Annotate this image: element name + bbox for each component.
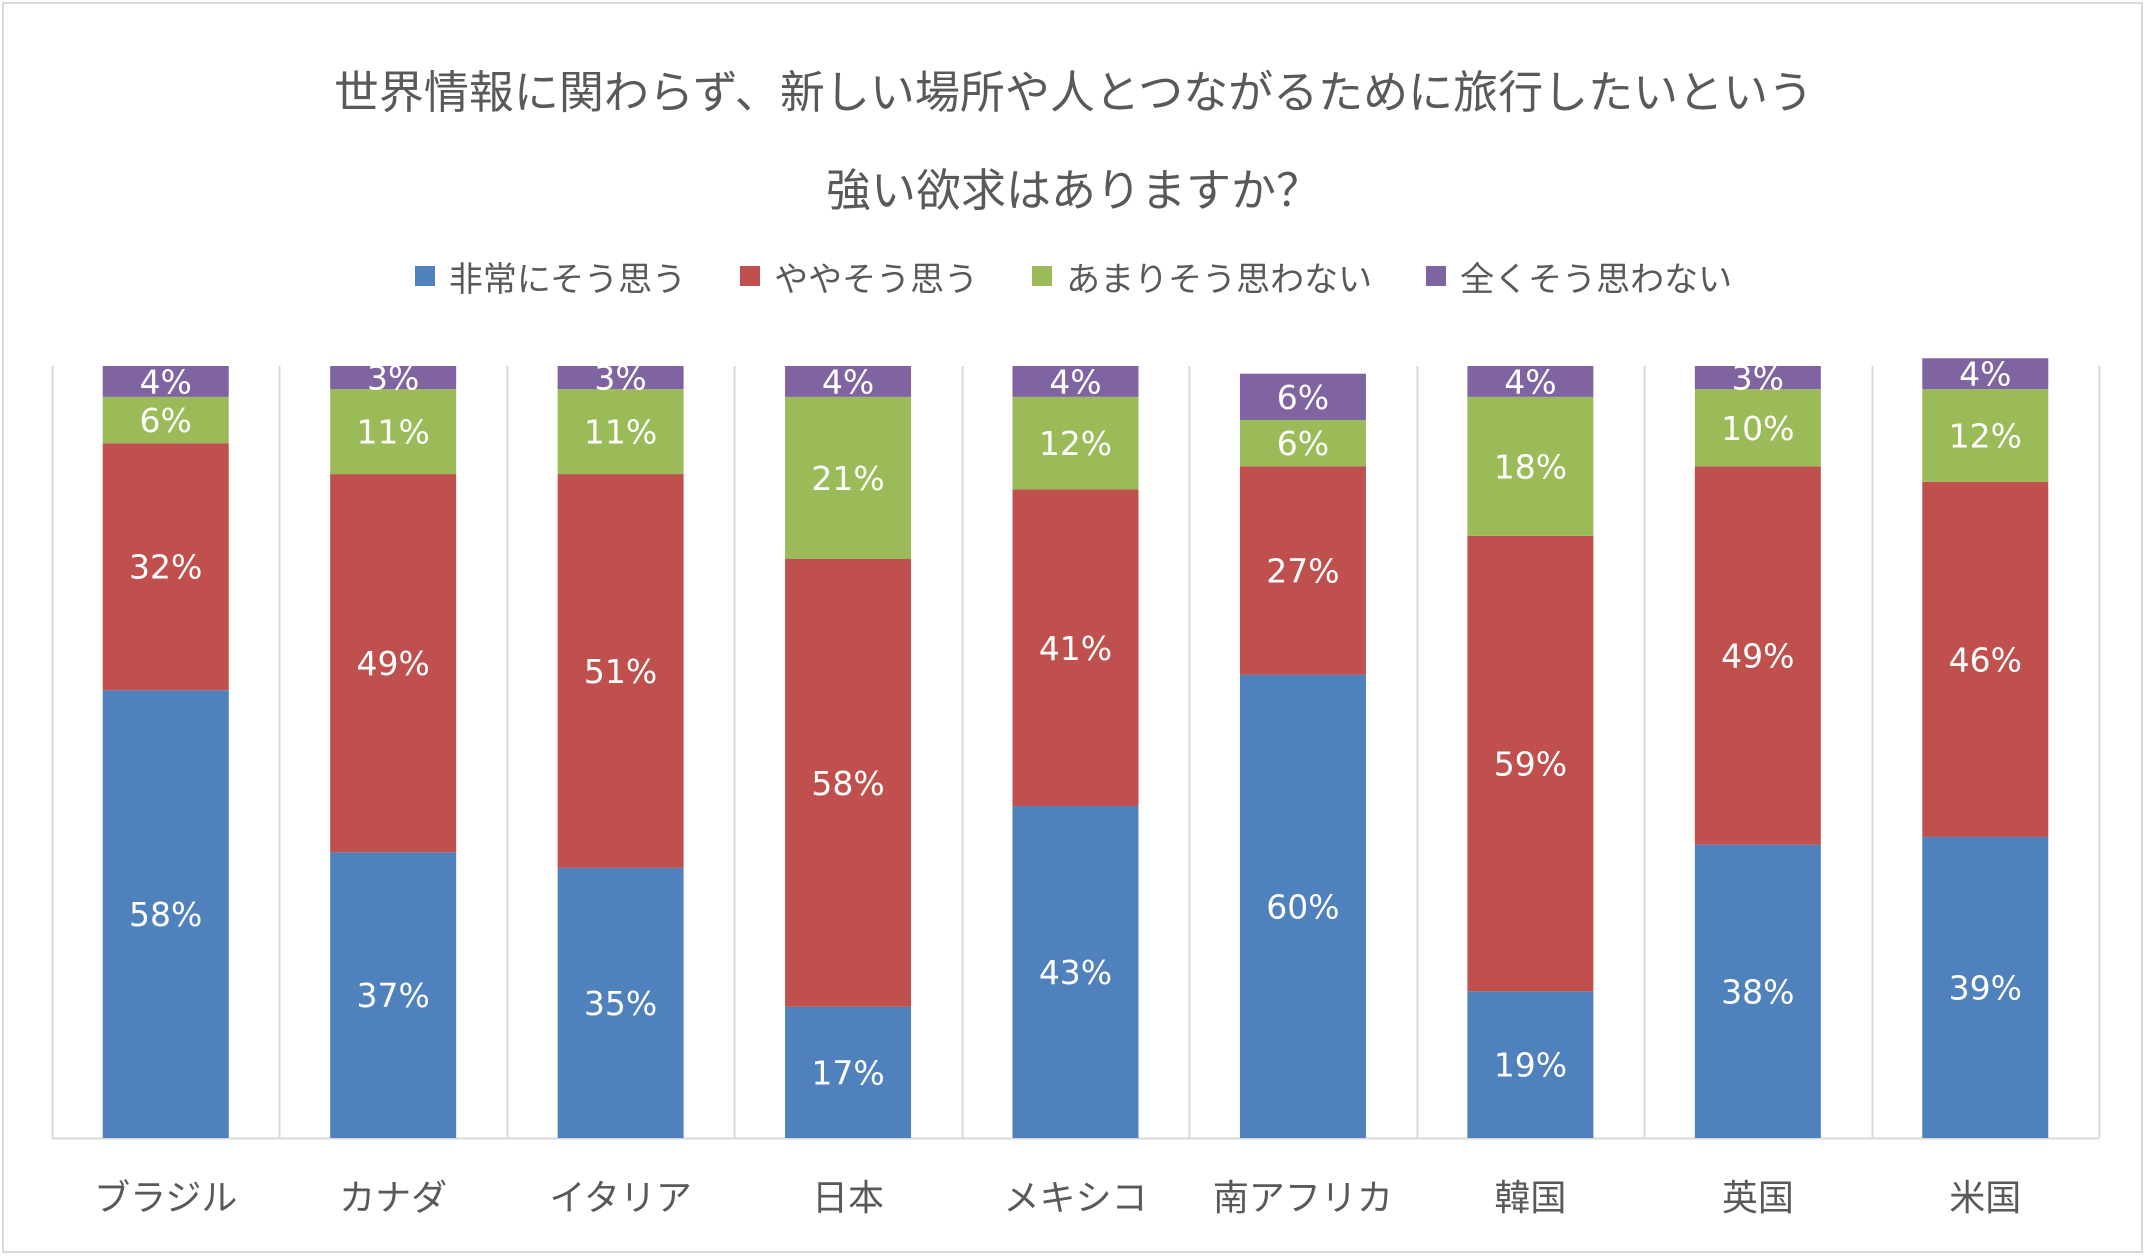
bar-segment: [557, 366, 684, 390]
legend-swatch-not-at-all: [1426, 266, 1447, 286]
data-label: 17%: [811, 1053, 884, 1092]
bar-segment: [1239, 674, 1366, 1138]
bar-segment: [1012, 806, 1139, 1138]
data-label: 38%: [1721, 972, 1794, 1011]
data-label: 46%: [1949, 640, 2022, 679]
bar-segment: [1467, 535, 1594, 992]
bar-segment: [1467, 366, 1594, 397]
data-label: 37%: [356, 976, 429, 1015]
data-label: 39%: [1949, 968, 2022, 1007]
data-label: 35%: [584, 984, 657, 1023]
data-label: 3%: [367, 359, 419, 398]
data-label: 43%: [1039, 953, 1112, 992]
data-label: 19%: [1494, 1046, 1567, 1085]
data-label: 41%: [1039, 629, 1112, 668]
data-label: 51%: [584, 652, 657, 691]
bar-segment: [1922, 389, 2049, 482]
bar-segment: [785, 366, 912, 397]
data-label: 27%: [1266, 552, 1339, 591]
bar-segment: [557, 867, 684, 1138]
data-label: 4%: [140, 362, 192, 401]
data-label: 4%: [1959, 355, 2011, 394]
bar-segment: [1012, 396, 1139, 490]
bar-segment: [1012, 366, 1139, 397]
bar-segment: [785, 396, 912, 559]
data-label: 32%: [129, 548, 202, 587]
legend-label-not-at-all: 全くそう思わない: [1460, 259, 1733, 300]
bar-segment: [557, 389, 684, 475]
legend-item-very-much: 非常にそう思う: [414, 252, 687, 301]
x-tick-label: イタリア: [549, 1178, 692, 1219]
bar-segment: [330, 389, 457, 475]
bar-segment: [330, 366, 457, 390]
data-label: 3%: [594, 359, 646, 398]
x-tick-label: 英国: [1722, 1178, 1794, 1219]
bar-segment: [1694, 366, 1821, 390]
x-tick-label: ブラジル: [94, 1178, 237, 1219]
bar-segment: [1467, 991, 1594, 1138]
data-label: 6%: [140, 401, 192, 440]
bar-segment: [1922, 836, 2049, 1138]
data-label: 4%: [1049, 362, 1101, 401]
x-tick-label: 南アフリカ: [1213, 1178, 1393, 1219]
data-label: 60%: [1266, 887, 1339, 926]
legend-label-very-much: 非常にそう思う: [448, 259, 687, 300]
legend-label-not-much: あまりそう思わない: [1066, 259, 1373, 300]
x-tick-label: カナダ: [339, 1178, 447, 1219]
x-tick-label: 日本: [812, 1178, 884, 1219]
bar-segment: [1694, 466, 1821, 845]
chart-title-line-1: 世界情報に関わらず、新しい場所や人とつながるために旅行したいという: [333, 66, 1814, 119]
data-label: 11%: [584, 413, 657, 452]
data-label: 12%: [1039, 424, 1112, 463]
data-label: 58%: [129, 895, 202, 934]
bar-segment: [1694, 389, 1821, 467]
bar-segment: [1922, 358, 2049, 390]
data-label: 4%: [1504, 362, 1556, 401]
bar-segment: [330, 474, 457, 853]
chart-title-line-2: 強い欲求はありますか？: [825, 164, 1321, 217]
bar-segment: [1467, 396, 1594, 536]
bar-segment: [1694, 844, 1821, 1138]
bar-segment: [557, 474, 684, 868]
data-label: 3%: [1732, 359, 1784, 398]
bar-segment: [102, 690, 229, 1138]
data-label: 6%: [1277, 424, 1329, 463]
data-label: 58%: [811, 764, 884, 803]
data-label: 21%: [811, 459, 884, 498]
data-label: 18%: [1494, 447, 1567, 486]
data-label: 11%: [356, 413, 429, 452]
bar-segment: [102, 366, 229, 397]
legend-swatch-somewhat: [740, 266, 761, 286]
data-label: 49%: [1721, 637, 1794, 676]
data-label: 6%: [1277, 378, 1329, 417]
x-tick-label: 米国: [1949, 1178, 2021, 1219]
bar-segment: [102, 396, 229, 444]
legend-item-not-at-all: 全くそう思わない: [1426, 252, 1732, 301]
data-label: 4%: [822, 362, 874, 401]
bar-segment: [1922, 481, 2049, 837]
x-tick-label: 韓国: [1494, 1178, 1566, 1219]
data-label: 10%: [1721, 409, 1794, 448]
bar-segment: [785, 559, 912, 1007]
chart-legend: 非常にそう思う ややそう思う あまりそう思わない 全くそう思わない: [0, 248, 2147, 304]
legend-swatch-very-much: [414, 266, 435, 286]
bar-segment: [330, 852, 457, 1138]
bar-segment: [785, 1006, 912, 1138]
data-label: 12%: [1949, 416, 2022, 455]
x-tick-label: メキシコ: [1003, 1178, 1147, 1219]
bar-segment: [1012, 489, 1139, 807]
data-label: 49%: [356, 644, 429, 683]
bar-segment: [1239, 373, 1366, 421]
legend-item-somewhat: ややそう思う: [740, 252, 978, 301]
chart-title: 世界情報に関わらず、新しい場所や人とつながるために旅行したいという 強い欲求はあ…: [0, 44, 2147, 240]
bar-segment: [102, 443, 229, 691]
legend-swatch-not-much: [1032, 266, 1053, 286]
bar-segment: [1239, 420, 1366, 467]
data-label: 59%: [1494, 745, 1567, 784]
legend-label-somewhat: ややそう思う: [774, 259, 979, 300]
bar-segment: [1239, 466, 1366, 675]
legend-item-not-much: あまりそう思わない: [1032, 252, 1372, 301]
